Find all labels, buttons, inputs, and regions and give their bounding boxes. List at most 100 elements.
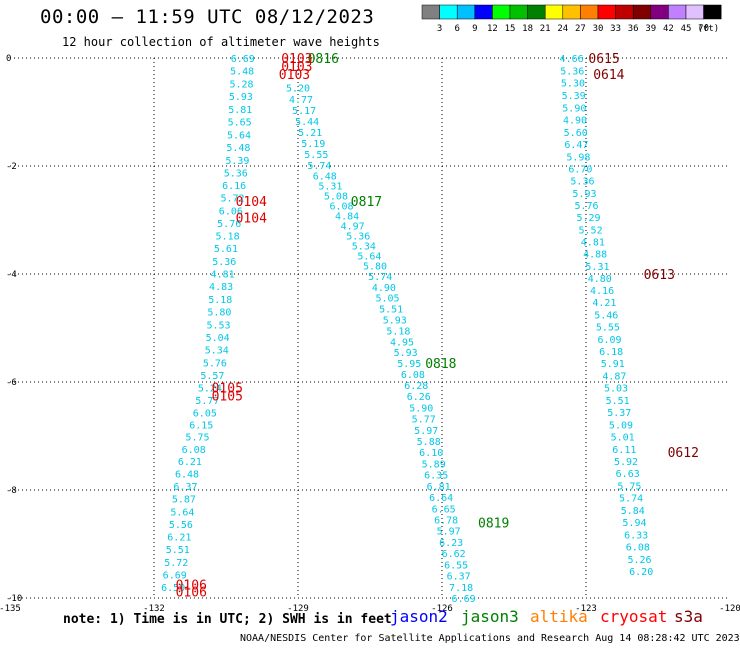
wave-height-label: 5.74 xyxy=(619,494,643,505)
wave-height-label: 5.36 xyxy=(224,168,248,179)
wave-height-label: 5.88 xyxy=(417,437,441,448)
latitude-tick-label: -2 xyxy=(6,162,17,172)
legend-tick-label: 6 xyxy=(454,24,459,34)
wave-height-label: 5.75 xyxy=(185,433,209,444)
wave-height-label: 6.28 xyxy=(404,381,428,392)
wave-height-label: 5.18 xyxy=(386,326,410,337)
wave-height-label: 4.88 xyxy=(583,250,607,261)
wave-height-label: 5.90 xyxy=(409,403,433,414)
legend-tick-label: 30 xyxy=(593,24,604,34)
wave-height-label: 5.61 xyxy=(214,244,238,255)
legend-tick-label: 27 xyxy=(575,24,586,34)
wave-height-label: 6.08 xyxy=(182,445,206,456)
wave-height-label: 5.04 xyxy=(206,333,230,344)
pass-id-label: 0818 xyxy=(425,357,456,372)
legend-tick-label: 39 xyxy=(645,24,656,34)
longitude-tick-label: -132 xyxy=(143,604,165,614)
pass-id-label: 0106 xyxy=(176,579,207,594)
wave-height-label: 5.74 xyxy=(307,161,331,172)
wave-height-label: 5.84 xyxy=(621,506,645,517)
wave-height-label: 5.48 xyxy=(226,143,250,154)
wave-height-label: 6.70 xyxy=(568,165,592,176)
legend-unit: (ft) xyxy=(698,24,720,34)
wave-height-label: 5.77 xyxy=(195,396,219,407)
wave-height-label: 6.21 xyxy=(178,457,202,468)
wave-height-label: 5.81 xyxy=(228,105,252,116)
wave-height-label: 6.64 xyxy=(429,493,453,504)
wave-height-label: 6.69 xyxy=(163,571,187,582)
wave-height-label: 6.59 xyxy=(161,583,185,594)
legend-tick-label: 42 xyxy=(663,24,674,34)
map-subtitle: 12 hour collection of altimeter wave hei… xyxy=(62,35,380,49)
wave-height-label: 5.90 xyxy=(562,103,586,114)
wave-height-label: 5.65 xyxy=(228,118,252,129)
wave-height-label: 6.08 xyxy=(626,543,650,554)
legend-tick-label: 70 xyxy=(698,24,709,34)
wave-height-label: 5.44 xyxy=(295,117,319,128)
wave-height-label: 5.52 xyxy=(579,225,603,236)
wave-height-label: 5.31 xyxy=(318,181,342,192)
wave-height-label: 4.90 xyxy=(372,283,396,294)
wave-height-label: 5.64 xyxy=(357,252,381,263)
wave-height-label: 5.48 xyxy=(230,67,254,78)
wave-height-label: 5.95 xyxy=(397,359,421,370)
wave-height-label: 6.55 xyxy=(444,560,468,571)
wave-height-label: 5.94 xyxy=(622,518,646,529)
wave-height-label: 5.36 xyxy=(346,232,370,243)
wave-height-label: 5.46 xyxy=(594,310,618,321)
wave-height-label: 5.36 xyxy=(560,66,584,77)
wave-height-label: 5.34 xyxy=(352,242,376,253)
wave-height-label: 5.80 xyxy=(207,308,231,319)
wave-height-label: 6.18 xyxy=(599,347,623,358)
wave-height-label: 5.18 xyxy=(208,295,232,306)
wave-height-label: 4.80 xyxy=(588,274,612,285)
wave-height-label: 6.69 xyxy=(452,594,476,605)
wave-height-label: 4.66 xyxy=(560,54,584,65)
legend-tick-label: 36 xyxy=(628,24,639,34)
color-legend: 3 6 9 12 15 18 21 24 27 30 33 36 39 42 45 70(ft) xyxy=(421,4,722,34)
wave-height-label: 6.21 xyxy=(167,533,191,544)
wave-height-label: 4.83 xyxy=(209,282,233,293)
wave-height-label: 5.91 xyxy=(601,359,625,370)
wave-height-label: 6.23 xyxy=(439,538,463,549)
legend-tick-label: 24 xyxy=(557,24,568,34)
wave-height-label: 5.56 xyxy=(169,520,193,531)
wave-height-label: 6.62 xyxy=(442,549,466,560)
wave-height-label: 4.97 xyxy=(341,222,365,233)
pass-id-label: 0105 xyxy=(212,381,243,396)
wave-height-label: 5.57 xyxy=(200,371,224,382)
legend-tick-label: 15 xyxy=(505,24,516,34)
legend-tick-label: 21 xyxy=(540,24,551,34)
wave-height-label: 6.11 xyxy=(612,445,636,456)
legend-tick-label: 12 xyxy=(487,24,498,34)
pass-id-label: 0104 xyxy=(236,195,267,210)
pass-id-label: 0103 xyxy=(279,68,310,83)
wave-height-label: 5.55 xyxy=(596,323,620,334)
legend-tick-label: 3 xyxy=(437,24,442,34)
wave-height-label: 5.97 xyxy=(437,527,461,538)
wave-height-label: 6.48 xyxy=(175,469,199,480)
wave-height-label: 5.93 xyxy=(383,315,407,326)
sat-jason2-label: jason2 xyxy=(390,607,448,626)
wave-height-label: 5.64 xyxy=(170,507,194,518)
wave-height-label: 5.09 xyxy=(609,420,633,431)
wave-height-label: 5.51 xyxy=(606,396,630,407)
wave-height-label: 6.81 xyxy=(427,482,451,493)
pass-id-label: 0104 xyxy=(236,211,267,226)
wave-height-label: 5.19 xyxy=(301,139,325,150)
wave-height-label: 6.69 xyxy=(231,54,255,65)
longitude-tick-label: -120 xyxy=(719,604,740,614)
wave-height-label: 5.77 xyxy=(412,415,436,426)
wave-height-label: 6.10 xyxy=(419,448,443,459)
pass-id-label: 0613 xyxy=(644,268,675,283)
wave-height-label: 5.80 xyxy=(363,262,387,273)
latitude-tick-label: -8 xyxy=(6,486,17,496)
longitude-tick-label: -123 xyxy=(575,604,597,614)
wave-height-label: 5.87 xyxy=(172,495,196,506)
wave-height-label: 6.48 xyxy=(313,171,337,182)
wave-height-label: 5.36 xyxy=(212,257,236,268)
pass-id-label: 0615 xyxy=(588,52,619,67)
wave-height-label: 4.77 xyxy=(289,95,313,106)
